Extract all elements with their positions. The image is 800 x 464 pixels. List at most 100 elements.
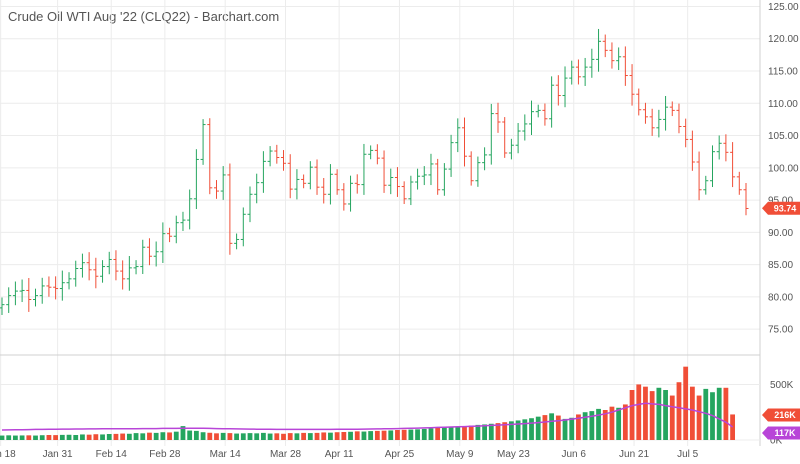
ohlc-bar xyxy=(234,233,240,250)
x-tick-label: Jun 6 xyxy=(561,449,586,460)
ohlc-bar xyxy=(642,102,648,124)
volume-bar xyxy=(6,435,12,440)
volume-bar xyxy=(622,404,628,440)
volume-bar xyxy=(549,413,555,440)
volume-bar xyxy=(696,395,702,440)
ohlc-bar xyxy=(602,34,608,58)
volume-bar xyxy=(495,423,501,440)
ohlc-bar xyxy=(703,175,709,195)
volume-bar xyxy=(321,432,327,440)
volume-bar xyxy=(227,433,233,440)
volume-bar xyxy=(676,382,682,440)
x-axis-labels: Jan 18 Jan 31 Feb 14 Feb 28 Mar 14 Mar 28 Apr … xyxy=(0,449,699,460)
volume-bar xyxy=(542,415,548,440)
volume-bar xyxy=(0,435,5,440)
volume-bar xyxy=(428,428,434,440)
volume-bar xyxy=(616,407,622,440)
volume-bar xyxy=(334,432,340,440)
volume-bar xyxy=(663,390,668,440)
volume-bar xyxy=(86,434,92,440)
volume-bar xyxy=(254,433,260,440)
ohlc-bar xyxy=(488,103,494,165)
ohlc-bar xyxy=(562,66,568,108)
volume-tick-label: 0K xyxy=(770,436,783,447)
x-tick-label: Mar 14 xyxy=(210,449,242,460)
volume-bar xyxy=(160,432,166,440)
volume-bar xyxy=(669,395,675,440)
volume-bar xyxy=(421,428,427,440)
x-gridlines xyxy=(0,0,689,446)
volume-bar xyxy=(468,425,474,440)
ohlc-bar xyxy=(381,150,387,193)
ohlc-bar xyxy=(636,88,642,116)
volume-axis-labels: 0K 500K xyxy=(770,380,794,447)
ohlc-bar xyxy=(334,169,340,195)
x-tick-label: Mar 28 xyxy=(270,449,302,460)
volume-bar xyxy=(173,431,179,440)
volume-bar xyxy=(602,410,608,440)
ohlc-bar xyxy=(622,46,628,86)
ohlc-bar xyxy=(120,260,126,290)
ohlc-bar xyxy=(448,134,454,177)
volume-ma-label: 117K xyxy=(774,428,796,438)
ohlc-bar xyxy=(535,104,541,118)
volume-bar xyxy=(629,390,635,440)
volume-bar xyxy=(100,434,105,440)
ohlc-bar xyxy=(542,103,548,126)
volume-bar xyxy=(609,406,615,440)
ohlc-bar xyxy=(368,145,374,160)
ohlc-bar xyxy=(73,260,79,287)
volume-bar xyxy=(240,433,246,440)
ohlc-bar xyxy=(46,276,52,297)
volume-bar xyxy=(207,432,213,440)
ohlc-bar xyxy=(79,253,85,278)
price-tick-label: 100.00 xyxy=(768,163,799,174)
ohlc-bar xyxy=(321,177,327,204)
volume-bar xyxy=(193,430,199,440)
ohlc-bar xyxy=(167,227,173,243)
ohlc-bar xyxy=(348,175,354,212)
volume-bar xyxy=(73,435,79,440)
x-tick-label: May 9 xyxy=(446,449,474,460)
ohlc-bar xyxy=(12,281,18,306)
volume-bar xyxy=(234,433,239,440)
ohlc-bar xyxy=(441,163,447,196)
ohlc-bar xyxy=(307,161,313,190)
ohlc-bar xyxy=(502,117,508,158)
ohlc-bar xyxy=(106,251,112,275)
volume-bar xyxy=(26,435,32,440)
x-tick-label: Jan 31 xyxy=(43,449,73,460)
ohlc-bar xyxy=(146,238,152,266)
ohlc-bar xyxy=(401,181,407,205)
ohlc-bar xyxy=(663,95,669,131)
x-tick-label: Feb 28 xyxy=(149,449,181,460)
last-volume-label: 216K xyxy=(774,410,796,420)
volume-bar xyxy=(361,431,367,440)
ohlc-bar xyxy=(495,102,501,133)
ohlc-bar xyxy=(200,119,206,165)
ohlc-bar xyxy=(415,168,421,190)
price-tick-label: 110.00 xyxy=(768,99,798,110)
x-tick-label: Jan 18 xyxy=(0,449,16,460)
volume-bar xyxy=(247,433,253,440)
x-tick-label: Jul 5 xyxy=(677,449,699,460)
ohlc-bar xyxy=(394,167,400,197)
ohlc-bar xyxy=(327,164,333,205)
ohlc-bar xyxy=(709,145,715,188)
volume-bar xyxy=(435,428,441,440)
ohlc-bar xyxy=(173,215,179,244)
ohlc-bar xyxy=(33,288,39,307)
volume-bar xyxy=(281,433,286,440)
ohlc-bar xyxy=(388,168,394,195)
price-axis-labels: 75.00 80.00 85.00 90.00 95.00 100.00 105.00 110… xyxy=(768,2,799,336)
ohlc-bar xyxy=(649,108,655,136)
volume-bar xyxy=(140,433,146,440)
ohlc-bar xyxy=(227,163,233,255)
ohlc-bar xyxy=(53,276,59,300)
volume-bar xyxy=(455,426,461,440)
ohlc-bar xyxy=(676,103,682,134)
ohlc-bar xyxy=(281,150,287,171)
volume-bar xyxy=(147,432,152,440)
ohlc-bar xyxy=(213,180,219,199)
ohlc-bar xyxy=(187,189,193,230)
